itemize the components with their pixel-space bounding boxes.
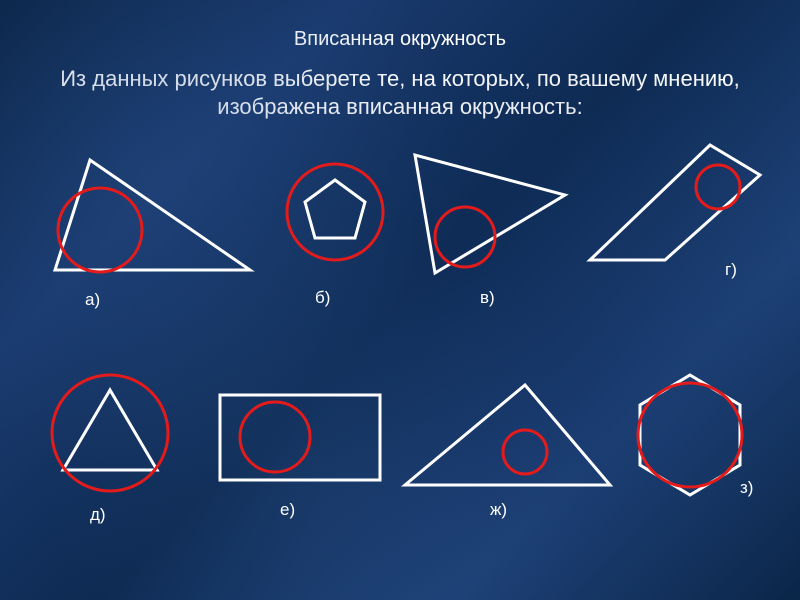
figure-label-zh: ж) xyxy=(490,500,507,520)
figure-e xyxy=(215,385,395,495)
circle-zh xyxy=(503,430,547,474)
figure-label-e: е) xyxy=(280,500,295,520)
polygon-d xyxy=(63,390,157,470)
figure-a xyxy=(55,150,255,290)
figure-label-g: г) xyxy=(725,260,737,280)
polygon-z xyxy=(640,375,740,495)
polygon-b xyxy=(305,180,365,238)
polygon-zh xyxy=(405,385,610,485)
figure-d xyxy=(45,365,195,515)
figures-container: а) б) в) г) д) е) ж) з) xyxy=(0,0,800,600)
figure-v xyxy=(415,155,575,285)
polygon-a xyxy=(55,160,250,270)
polygon-e xyxy=(220,395,380,480)
figure-label-a: а) xyxy=(85,290,100,310)
figure-zh xyxy=(405,380,615,500)
circle-a xyxy=(58,188,142,272)
circle-e xyxy=(240,402,310,472)
figure-b xyxy=(280,160,400,280)
circle-z xyxy=(638,383,742,487)
circle-v xyxy=(435,207,495,267)
figure-label-v: в) xyxy=(480,288,495,308)
figure-label-b: б) xyxy=(315,288,330,308)
figure-g xyxy=(590,145,770,275)
figure-label-z: з) xyxy=(740,478,753,498)
circle-g xyxy=(696,165,740,209)
figure-label-d: д) xyxy=(90,505,106,525)
